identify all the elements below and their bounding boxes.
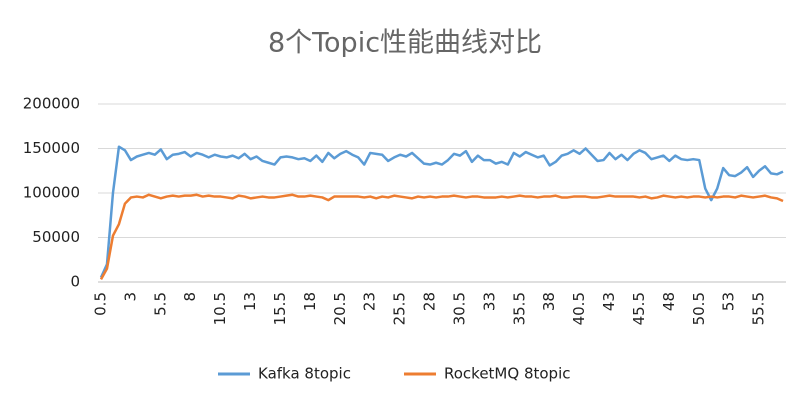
x-tick-label: 38 [540, 292, 558, 311]
x-tick-label: 35.5 [510, 292, 528, 325]
x-tick-label: 48 [660, 292, 678, 311]
legend-label: Kafka 8topic [258, 365, 351, 383]
x-tick-label: 33 [480, 292, 498, 311]
x-tick-label: 30.5 [450, 292, 468, 325]
y-tick-label: 0 [70, 273, 80, 291]
x-tick-label: 23 [361, 292, 379, 311]
x-tick-label: 8 [181, 292, 199, 302]
chart-title: 8个Topic性能曲线对比 [268, 28, 542, 59]
legend-label: RocketMQ 8topic [444, 365, 571, 383]
x-tick-label: 53 [720, 292, 738, 311]
x-tick-label: 28 [421, 292, 439, 311]
x-tick-label: 18 [301, 292, 319, 311]
series-line [99, 193, 784, 280]
x-tick-label: 3 [121, 292, 139, 302]
x-tick-label: 13 [241, 292, 259, 311]
x-tick-label: 0.5 [91, 292, 109, 316]
x-tick-label: 20.5 [331, 292, 349, 325]
y-tick-label: 200000 [23, 95, 80, 113]
series-line [99, 145, 784, 279]
x-tick-label: 45.5 [630, 292, 648, 325]
x-tick-label: 10.5 [211, 292, 229, 325]
x-tick-label: 15.5 [271, 292, 289, 325]
y-tick-label: 100000 [23, 184, 80, 202]
x-tick-label: 55.5 [750, 292, 768, 325]
y-tick-label: 50000 [32, 228, 80, 246]
x-tick-label: 25.5 [391, 292, 409, 325]
x-tick-label: 40.5 [570, 292, 588, 325]
x-tick-label: 5.5 [151, 292, 169, 316]
x-tick-label: 43 [600, 292, 618, 311]
y-tick-label: 150000 [23, 139, 80, 157]
x-tick-label: 50.5 [690, 292, 708, 325]
